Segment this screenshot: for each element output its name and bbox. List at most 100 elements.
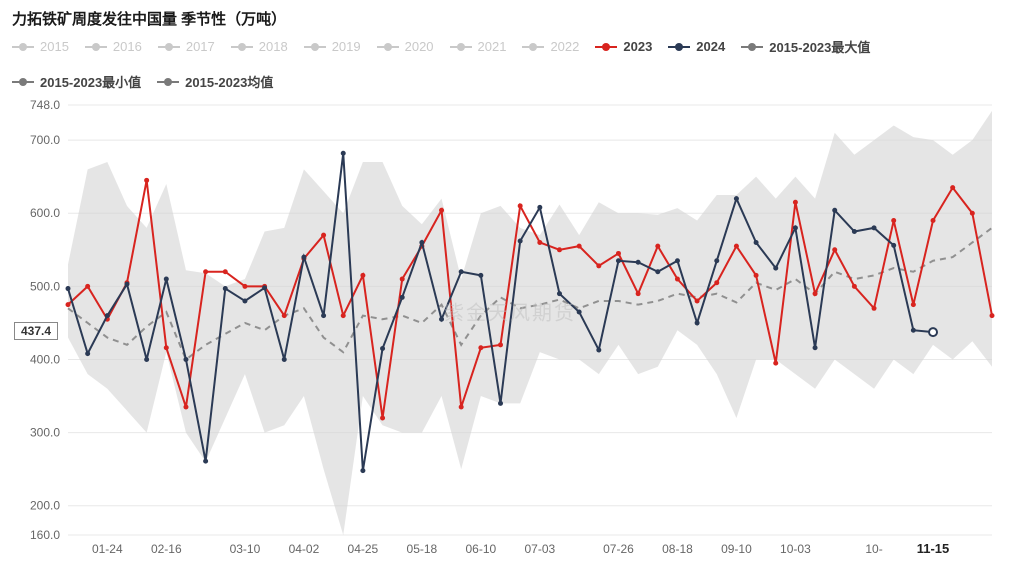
legend-item[interactable]: 2017 bbox=[158, 37, 215, 56]
series-2023-marker bbox=[596, 263, 601, 268]
series-2023-marker bbox=[282, 313, 287, 318]
series-2024-marker bbox=[85, 351, 90, 356]
series-2023-marker bbox=[478, 345, 483, 350]
legend-marker bbox=[157, 75, 179, 89]
legend-label: 2023 bbox=[623, 39, 652, 54]
series-2024-marker bbox=[242, 298, 247, 303]
series-2023-marker bbox=[459, 405, 464, 410]
legend-marker bbox=[668, 40, 690, 54]
series-2023-marker bbox=[793, 200, 798, 205]
series-2023-marker bbox=[537, 240, 542, 245]
legend-label: 2019 bbox=[332, 39, 361, 54]
legend-item[interactable]: 2018 bbox=[231, 37, 288, 56]
series-2024-marker bbox=[341, 151, 346, 156]
series-2023-marker bbox=[891, 218, 896, 223]
chart-area: 紫金天风期货 437.4 160.0200.0300.0400.0500.060… bbox=[12, 95, 1008, 565]
series-2023-marker bbox=[695, 298, 700, 303]
series-2023-marker bbox=[203, 269, 208, 274]
series-2023-marker bbox=[242, 284, 247, 289]
legend-label: 2017 bbox=[186, 39, 215, 54]
legend-item[interactable]: 2015 bbox=[12, 37, 69, 56]
legend-item[interactable]: 2022 bbox=[522, 37, 579, 56]
legend-item[interactable]: 2015-2023最小值 bbox=[12, 72, 141, 91]
current-value-badge: 437.4 bbox=[14, 322, 58, 340]
legend-item[interactable]: 2021 bbox=[450, 37, 507, 56]
series-2024-marker bbox=[301, 255, 306, 260]
series-2024-marker bbox=[675, 258, 680, 263]
series-2024-marker bbox=[714, 258, 719, 263]
series-2023-marker bbox=[714, 280, 719, 285]
legend-item[interactable]: 2024 bbox=[668, 37, 725, 56]
x-tick-label: 03-10 bbox=[230, 542, 261, 556]
x-tick-label: 06-10 bbox=[465, 542, 496, 556]
series-2024-marker bbox=[832, 208, 837, 213]
series-2023-marker bbox=[950, 185, 955, 190]
svg-text:600.0: 600.0 bbox=[30, 206, 60, 220]
legend-marker bbox=[450, 40, 472, 54]
x-tick-label: 11-15 bbox=[917, 541, 950, 556]
legend-marker bbox=[158, 40, 180, 54]
series-2023-marker bbox=[400, 277, 405, 282]
series-2024-marker bbox=[754, 240, 759, 245]
series-2024-marker bbox=[793, 225, 798, 230]
legend-label: 2015 bbox=[40, 39, 69, 54]
series-2023-marker bbox=[380, 415, 385, 420]
svg-text:300.0: 300.0 bbox=[30, 426, 60, 440]
legend-item[interactable]: 2015-2023均值 bbox=[157, 72, 273, 91]
series-2023-marker bbox=[773, 361, 778, 366]
legend: 2015 2016 2017 2018 2019 2020 2021 2022 2023 2024… bbox=[12, 37, 1008, 91]
x-tick-label: 01-24 bbox=[92, 542, 123, 556]
series-2024-marker bbox=[478, 273, 483, 278]
legend-marker bbox=[12, 40, 34, 54]
legend-item[interactable]: 2019 bbox=[304, 37, 361, 56]
x-tick-label: 04-25 bbox=[348, 542, 379, 556]
series-2023-marker bbox=[341, 313, 346, 318]
series-2024-marker bbox=[813, 345, 818, 350]
series-2024-marker bbox=[380, 346, 385, 351]
series-2023-marker bbox=[85, 284, 90, 289]
legend-item[interactable]: 2023 bbox=[595, 37, 652, 56]
series-2024-marker bbox=[105, 313, 110, 318]
series-2023-marker bbox=[872, 306, 877, 311]
series-2024-marker bbox=[183, 357, 188, 362]
series-2024-marker bbox=[518, 239, 523, 244]
x-tick-label: 10-03 bbox=[780, 542, 811, 556]
legend-label: 2015-2023均值 bbox=[185, 72, 273, 91]
series-2024-marker bbox=[616, 258, 621, 263]
chart-title: 力拓铁矿周度发往中国量 季节性（万吨） bbox=[12, 8, 1008, 29]
series-2023-marker bbox=[832, 247, 837, 252]
series-2023-marker bbox=[754, 273, 759, 278]
x-tick-label: 07-03 bbox=[524, 542, 555, 556]
series-2023-marker bbox=[616, 251, 621, 256]
legend-label: 2024 bbox=[696, 39, 725, 54]
series-2024-marker bbox=[537, 205, 542, 210]
series-2024-marker bbox=[695, 320, 700, 325]
legend-item[interactable]: 2020 bbox=[377, 37, 434, 56]
legend-item[interactable]: 2016 bbox=[85, 37, 142, 56]
svg-text:200.0: 200.0 bbox=[30, 499, 60, 513]
svg-text:700.0: 700.0 bbox=[30, 133, 60, 147]
series-2023-marker bbox=[734, 244, 739, 249]
legend-label: 2020 bbox=[405, 39, 434, 54]
legend-label: 2021 bbox=[478, 39, 507, 54]
series-2024-marker bbox=[655, 269, 660, 274]
legend-label: 2015-2023最大值 bbox=[769, 37, 870, 56]
svg-text:160.0: 160.0 bbox=[30, 528, 60, 542]
legend-marker bbox=[12, 75, 34, 89]
legend-marker bbox=[231, 40, 253, 54]
series-2023-marker bbox=[498, 342, 503, 347]
series-2024-marker bbox=[419, 240, 424, 245]
legend-item[interactable]: 2015-2023最大值 bbox=[741, 37, 870, 56]
series-2023-marker bbox=[183, 405, 188, 410]
series-2023-marker bbox=[439, 208, 444, 213]
series-2024-marker bbox=[557, 291, 562, 296]
series-2023-marker bbox=[360, 273, 365, 278]
legend-label: 2016 bbox=[113, 39, 142, 54]
series-2024-marker bbox=[164, 277, 169, 282]
series-2023-marker bbox=[223, 269, 228, 274]
x-tick-label: 05-18 bbox=[407, 542, 438, 556]
series-2023-marker bbox=[931, 218, 936, 223]
legend-marker bbox=[595, 40, 617, 54]
series-2023-marker bbox=[636, 291, 641, 296]
series-2023-marker bbox=[164, 345, 169, 350]
